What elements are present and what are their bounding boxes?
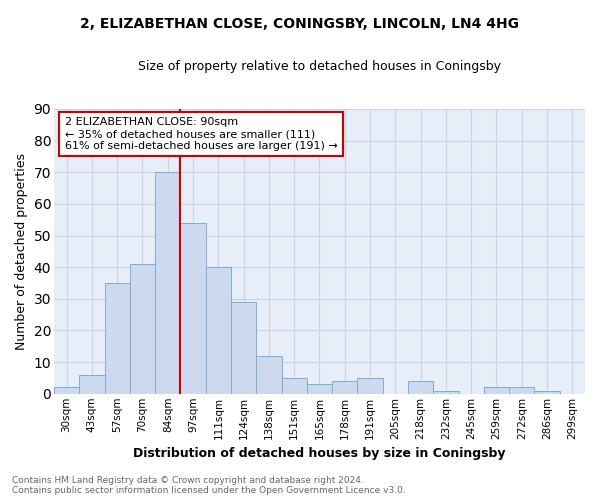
Bar [332, 381, 358, 394]
Text: 2 ELIZABETHAN CLOSE: 90sqm
← 35% of detached houses are smaller (111)
61% of sem: 2 ELIZABETHAN CLOSE: 90sqm ← 35% of deta… [65, 118, 337, 150]
Bar [307, 384, 332, 394]
Text: Contains HM Land Registry data © Crown copyright and database right 2024.
Contai: Contains HM Land Registry data © Crown c… [12, 476, 406, 495]
Bar [535, 390, 560, 394]
Bar [509, 388, 535, 394]
Bar [484, 388, 509, 394]
Bar [231, 302, 256, 394]
Bar [358, 378, 383, 394]
Text: 2, ELIZABETHAN CLOSE, CONINGSBY, LINCOLN, LN4 4HG: 2, ELIZABETHAN CLOSE, CONINGSBY, LINCOLN… [80, 18, 520, 32]
Bar [433, 390, 458, 394]
Bar [155, 172, 181, 394]
Bar [104, 283, 130, 394]
Y-axis label: Number of detached properties: Number of detached properties [15, 153, 28, 350]
Title: Size of property relative to detached houses in Coningsby: Size of property relative to detached ho… [138, 60, 501, 73]
Bar [281, 378, 307, 394]
Bar [408, 381, 433, 394]
Bar [256, 356, 281, 394]
Bar [54, 388, 79, 394]
X-axis label: Distribution of detached houses by size in Coningsby: Distribution of detached houses by size … [133, 447, 506, 460]
Bar [181, 223, 206, 394]
Bar [79, 375, 104, 394]
Bar [206, 267, 231, 394]
Bar [130, 264, 155, 394]
